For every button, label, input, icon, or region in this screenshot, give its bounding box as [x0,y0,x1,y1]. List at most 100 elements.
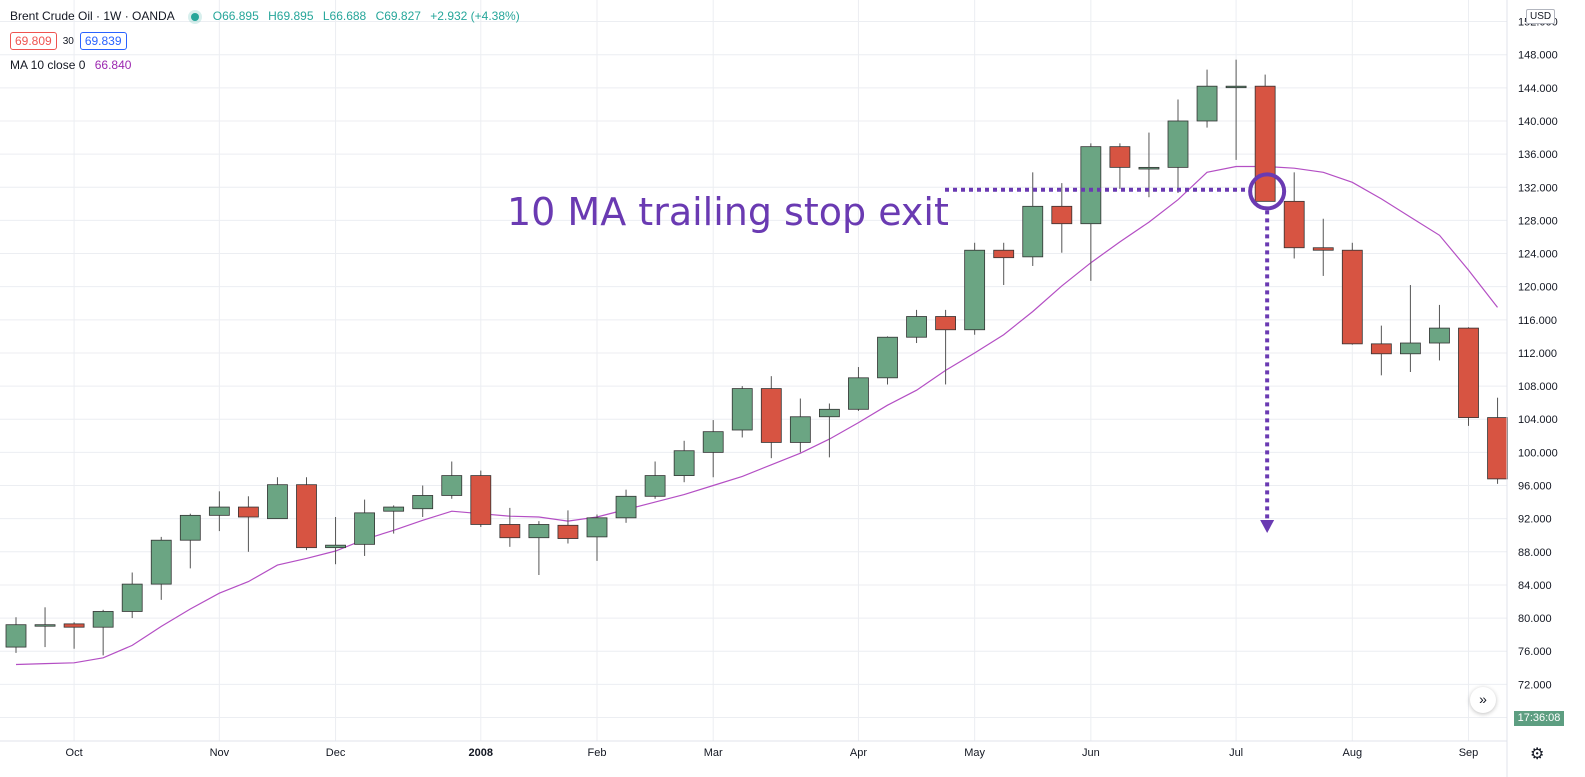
candle-body [1312,247,1334,251]
candle[interactable] [1254,74,1276,202]
candle[interactable] [5,617,27,653]
candle[interactable] [208,491,230,532]
candle-body [121,583,143,612]
candle[interactable] [237,496,259,552]
candle[interactable] [1080,143,1102,281]
candle-body [267,484,288,520]
candle[interactable] [1370,325,1392,376]
symbol-legend: Brent Crude Oil · 1W · OANDA O66.895 H69… [10,9,526,23]
candle[interactable] [615,489,637,523]
buy-button[interactable]: 69.839 [79,32,127,50]
candle[interactable] [1283,172,1305,259]
candle-body [1225,85,1247,89]
candle[interactable] [1225,59,1247,160]
candle[interactable] [296,477,317,551]
candle[interactable] [760,376,782,459]
y-tick-label: 84.000 [1518,580,1552,592]
candle-body [964,249,986,331]
x-tick-label: Apr [850,747,867,759]
candle[interactable] [1109,143,1131,189]
y-tick-label: 112.000 [1518,348,1557,360]
candle[interactable] [877,336,898,385]
candle[interactable] [644,461,666,499]
candle-body [848,377,869,410]
scroll-right-icon[interactable]: » [1470,687,1496,713]
candle[interactable] [586,514,608,561]
candle[interactable] [383,505,405,534]
x-tick-label: Oct [66,747,83,759]
candle-body [237,506,259,518]
candle[interactable] [325,517,346,565]
candle[interactable] [528,521,550,575]
ohlc-high: H69.895 [268,9,314,23]
candle[interactable] [1196,69,1218,128]
spread-value: 30 [62,35,74,47]
candle[interactable] [557,510,579,544]
y-tick-label: 144.000 [1518,83,1558,95]
currency-label[interactable]: USD [1526,9,1556,24]
y-tick-label: 140.000 [1518,116,1558,128]
x-tick-label: May [964,747,985,759]
candle[interactable] [1051,183,1073,253]
candle-body [993,249,1015,259]
candle[interactable] [673,440,695,483]
candle[interactable] [848,367,869,411]
candle-body [819,408,840,418]
candle[interactable] [150,536,172,600]
candle[interactable] [1400,285,1421,373]
candle[interactable] [819,403,840,458]
candle[interactable] [993,242,1015,286]
candle[interactable] [1458,327,1479,426]
indicator-legend[interactable]: MA 10 close 0 66.840 [10,58,131,72]
candle[interactable] [412,485,434,518]
sell-button[interactable]: 69.809 [10,32,57,50]
candle-body [906,316,927,338]
candle-body [1051,205,1073,225]
candle[interactable] [1341,242,1363,345]
candle[interactable] [1487,397,1508,484]
gear-icon[interactable]: ⚙ [1530,746,1545,763]
candle-body [179,514,201,541]
y-tick-label: 100.000 [1518,447,1558,459]
candle[interactable] [63,622,85,649]
candle[interactable] [267,477,288,520]
candle[interactable] [906,309,927,344]
candle-body [877,336,898,379]
y-tick-label: 96.000 [1518,481,1552,493]
candle[interactable] [121,572,143,619]
candle[interactable] [1312,218,1334,276]
candle[interactable] [499,507,521,547]
candle-body [1196,85,1218,122]
candle[interactable] [964,242,986,335]
candle-body [586,517,608,538]
candle[interactable] [702,420,724,478]
candle[interactable] [789,398,811,453]
candle-body [1429,327,1450,344]
symbol-title[interactable]: Brent Crude Oil · 1W · OANDA [10,9,175,23]
candle[interactable] [354,499,376,556]
x-tick-label: Aug [1343,747,1363,759]
candle[interactable] [1167,99,1189,194]
candle[interactable] [731,386,753,438]
candle-body [499,524,521,539]
candle[interactable] [34,607,56,648]
candle[interactable] [179,513,201,569]
candle[interactable] [470,470,492,527]
candle[interactable] [1022,172,1044,266]
x-tick-label: Feb [588,747,607,759]
candle-body [760,388,782,443]
candle[interactable] [441,461,463,499]
x-tick-label: Dec [326,747,346,759]
candle-body [615,495,637,519]
candle[interactable] [92,609,114,656]
candles-layer [5,59,1508,656]
y-tick-label: 128.000 [1518,215,1558,227]
candle-body [325,544,346,549]
candle-body [702,431,724,453]
candle[interactable] [1429,304,1450,361]
countdown-label: 17:36:08 [1514,711,1564,726]
candle[interactable] [935,309,956,385]
candle[interactable] [1138,132,1160,198]
trade-buttons: 69.809 30 69.839 [10,32,127,50]
